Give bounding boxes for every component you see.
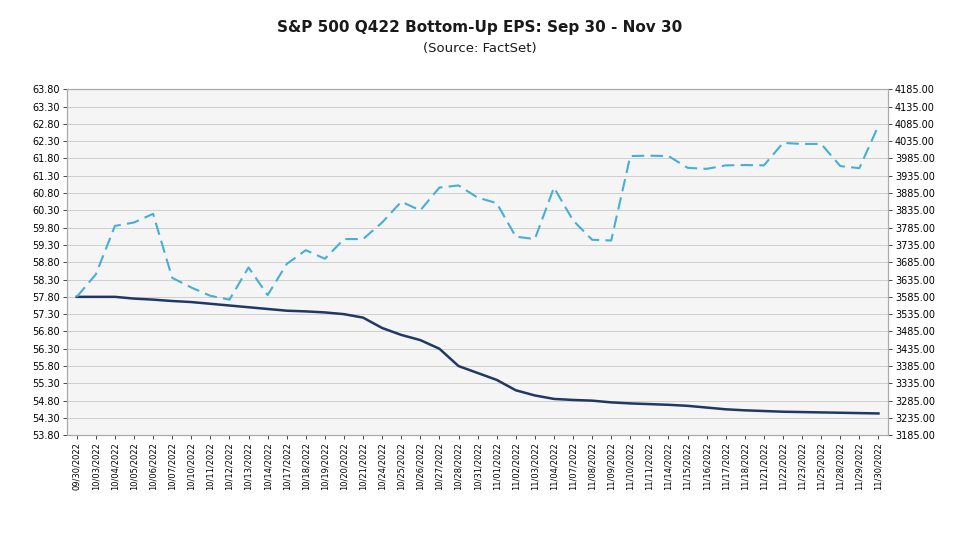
Q422 Bottom-Up EPS [319, 309, 330, 316]
Price [90, 271, 102, 278]
Q422 Bottom-Up EPS [224, 302, 235, 309]
Price [529, 235, 540, 242]
Q422 Bottom-Up EPS [434, 345, 445, 352]
Q422 Bottom-Up EPS [300, 308, 312, 315]
Price [300, 247, 312, 253]
Q422 Bottom-Up EPS [701, 404, 712, 411]
Price [109, 223, 121, 229]
Price [129, 219, 140, 226]
Q422 Bottom-Up EPS [853, 410, 865, 416]
Price [701, 166, 712, 172]
Q422 Bottom-Up EPS [587, 397, 598, 404]
Q422 Bottom-Up EPS [834, 410, 846, 416]
Q422 Bottom-Up EPS [625, 400, 636, 407]
Q422 Bottom-Up EPS [720, 406, 732, 413]
Q422 Bottom-Up EPS [129, 295, 140, 302]
Q422 Bottom-Up EPS [815, 409, 827, 416]
Price [453, 182, 465, 189]
Q422 Bottom-Up EPS [643, 401, 655, 407]
Q422 Bottom-Up EPS [510, 387, 521, 393]
Price [71, 294, 83, 300]
Q422 Bottom-Up EPS [281, 307, 293, 314]
Q422 Bottom-Up EPS [396, 331, 407, 338]
Q422 Bottom-Up EPS [662, 401, 674, 408]
Price [338, 235, 349, 242]
Price [415, 207, 426, 214]
Price [319, 256, 330, 262]
Price [739, 162, 751, 169]
Price [682, 165, 693, 171]
Price [185, 284, 197, 291]
Line: Price: Price [77, 126, 878, 300]
Price [243, 264, 254, 271]
Price [204, 292, 216, 299]
Q422 Bottom-Up EPS [262, 306, 274, 312]
Price [471, 194, 483, 201]
Price [434, 184, 445, 191]
Price [376, 219, 388, 226]
Price [262, 292, 274, 299]
Price [758, 162, 770, 169]
Price [625, 153, 636, 160]
Q422 Bottom-Up EPS [185, 299, 197, 305]
Q422 Bottom-Up EPS [739, 407, 751, 413]
Price [147, 210, 158, 217]
Price [815, 141, 827, 147]
Q422 Bottom-Up EPS [376, 325, 388, 331]
Q422 Bottom-Up EPS [778, 408, 789, 415]
Q422 Bottom-Up EPS [758, 408, 770, 415]
Price [548, 184, 560, 191]
Q422 Bottom-Up EPS [147, 296, 158, 303]
Price [778, 140, 789, 146]
Price [166, 275, 178, 281]
Q422 Bottom-Up EPS [338, 311, 349, 318]
Q422 Bottom-Up EPS [166, 297, 178, 304]
Line: Q422 Bottom-Up EPS: Q422 Bottom-Up EPS [77, 297, 878, 413]
Q422 Bottom-Up EPS [204, 300, 216, 307]
Price [510, 233, 521, 240]
Q422 Bottom-Up EPS [471, 369, 483, 376]
Q422 Bottom-Up EPS [548, 396, 560, 402]
Price [797, 141, 808, 147]
Price [281, 261, 293, 267]
Price [643, 152, 655, 159]
Q422 Bottom-Up EPS [606, 399, 617, 406]
Price [224, 296, 235, 303]
Q422 Bottom-Up EPS [357, 314, 369, 321]
Q422 Bottom-Up EPS [90, 294, 102, 300]
Price [662, 153, 674, 160]
Q422 Bottom-Up EPS [873, 410, 884, 417]
Q422 Bottom-Up EPS [453, 363, 465, 369]
Q422 Bottom-Up EPS [491, 377, 502, 383]
Price [720, 162, 732, 169]
Q422 Bottom-Up EPS [567, 397, 579, 403]
Q422 Bottom-Up EPS [71, 294, 83, 300]
Q422 Bottom-Up EPS [243, 304, 254, 311]
Price [396, 198, 407, 205]
Price [853, 165, 865, 171]
Price [567, 217, 579, 224]
Price [873, 122, 884, 129]
Price [491, 200, 502, 206]
Q422 Bottom-Up EPS [415, 337, 426, 344]
Price [834, 163, 846, 170]
Q422 Bottom-Up EPS [682, 402, 693, 409]
Q422 Bottom-Up EPS [529, 392, 540, 399]
Text: (Source: FactSet): (Source: FactSet) [423, 42, 537, 55]
Q422 Bottom-Up EPS [109, 294, 121, 300]
Price [587, 237, 598, 243]
Text: S&P 500 Q422 Bottom-Up EPS: Sep 30 - Nov 30: S&P 500 Q422 Bottom-Up EPS: Sep 30 - Nov… [277, 20, 683, 35]
Price [357, 235, 369, 242]
Price [606, 237, 617, 244]
Q422 Bottom-Up EPS [797, 408, 808, 415]
